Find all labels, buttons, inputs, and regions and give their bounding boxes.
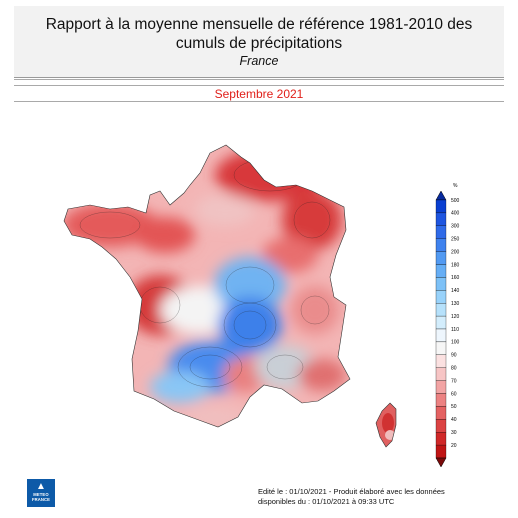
legend-min-arrow xyxy=(435,457,447,468)
meteo-france-logo: ▲ METEO FRANCE xyxy=(27,479,55,507)
legend-label-400: 400 xyxy=(451,211,460,217)
legend-swatch-90 xyxy=(435,354,447,368)
legend-label-140: 140 xyxy=(451,288,460,294)
legend-label-50: 50 xyxy=(451,404,457,410)
month-label: Septembre 2021 xyxy=(214,87,304,101)
legend-swatch-140 xyxy=(435,290,447,304)
legend-swatch-250 xyxy=(435,238,447,252)
legend-swatch-130 xyxy=(435,303,447,317)
legend-colorbar: 500 400 300 250 200 180 160 140 130 120 110 100 90 80… xyxy=(435,190,460,468)
legend-swatch-160 xyxy=(435,277,447,291)
legend-label-90: 90 xyxy=(451,353,457,359)
legend-label-200: 200 xyxy=(451,249,460,255)
legend-swatch-30 xyxy=(435,432,447,446)
legend-swatch-60 xyxy=(435,393,447,407)
legend-swatch-80 xyxy=(435,367,447,381)
legend-label-500: 500 xyxy=(451,198,460,204)
legend-swatch-40 xyxy=(435,419,447,433)
legend-label-300: 300 xyxy=(451,224,460,230)
legend-label-160: 160 xyxy=(451,275,460,281)
footer-line-1: Edité le : 01/10/2021 - Produit élaboré … xyxy=(258,487,445,496)
legend-label-130: 130 xyxy=(451,301,460,307)
legend-swatch-300 xyxy=(435,225,447,239)
header-panel: Rapport à la moyenne mensuelle de référe… xyxy=(14,6,504,78)
logo-text-france: FRANCE xyxy=(31,497,51,502)
legend-label-180: 180 xyxy=(451,262,460,268)
legend-swatch-100 xyxy=(435,341,447,355)
legend-label-40: 40 xyxy=(451,417,457,423)
legend-swatch-50 xyxy=(435,406,447,420)
map-title: Rapport à la moyenne mensuelle de référe… xyxy=(45,16,473,52)
header-divider xyxy=(14,79,504,80)
legend-label-250: 250 xyxy=(451,237,460,243)
legend-label-30: 30 xyxy=(451,430,457,436)
legend-swatch-120 xyxy=(435,315,447,330)
legend-swatch-400 xyxy=(435,212,447,226)
month-divider-top xyxy=(14,85,504,86)
legend-label-60: 60 xyxy=(451,391,457,397)
france-precipitation-map xyxy=(63,144,397,448)
legend-swatch-70 xyxy=(435,380,447,394)
legend-label-80: 80 xyxy=(451,366,457,372)
legend-max-arrow xyxy=(435,190,447,201)
legend-label-110: 110 xyxy=(451,327,459,333)
logo-text-meteo: METEO xyxy=(33,492,49,497)
legend-swatch-500 xyxy=(435,199,447,214)
footer-note: Edité le : 01/10/2021 - Produit élaboré … xyxy=(258,487,445,507)
legend-unit: % xyxy=(453,183,458,189)
footer-line-2: disponibles du : 01/10/2021 à 09:33 UTC xyxy=(258,497,395,506)
logo-icon: ▲ xyxy=(36,481,46,492)
legend-label-20: 20 xyxy=(451,443,457,449)
legend-label-100: 100 xyxy=(451,340,460,346)
legend-swatch-20 xyxy=(435,444,447,459)
month-divider-bottom xyxy=(14,101,504,102)
legend-swatch-110 xyxy=(435,328,447,343)
legend-swatch-200 xyxy=(435,251,447,265)
legend-label-70: 70 xyxy=(451,378,457,384)
legend-label-120: 120 xyxy=(451,314,460,320)
legend-swatch-180 xyxy=(435,264,447,278)
map-subtitle: France xyxy=(239,54,279,68)
